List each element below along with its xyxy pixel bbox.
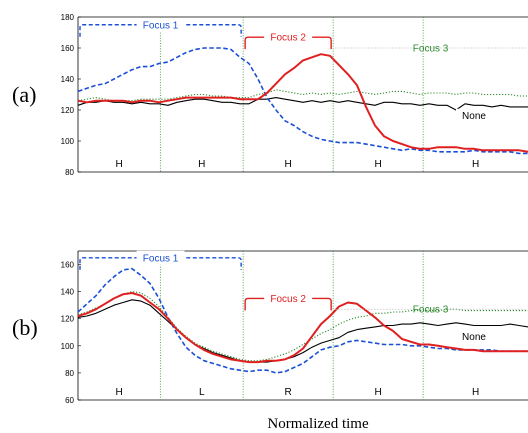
y-tick-label: 120 xyxy=(61,106,75,115)
chart-panel-b: 60 80 100 120 140 160 H L R H H Focus 1 Focus 2 Focus… xyxy=(61,250,528,405)
segment-label: H xyxy=(375,387,382,398)
y-tick-label: 80 xyxy=(65,369,74,378)
series-line-focus2 xyxy=(77,292,528,364)
series-line-none xyxy=(77,97,528,111)
x-axis-label: Normalized time xyxy=(267,416,369,432)
focus-label: Focus 1 xyxy=(143,20,179,31)
focus-label-bg xyxy=(264,30,313,45)
segment-label: R xyxy=(285,387,292,398)
y-tick-label: 160 xyxy=(61,261,75,270)
panel-label-b: (b) xyxy=(12,315,38,340)
y-tick-label: 140 xyxy=(61,288,75,297)
segment-label: L xyxy=(199,387,205,398)
series-line-focus1 xyxy=(77,47,528,155)
series-label-none: None xyxy=(462,111,486,122)
segment-label: H xyxy=(198,159,205,170)
series-label-bg xyxy=(456,330,492,344)
segment-label: H xyxy=(116,387,123,398)
chart-panel-a: 80 100 120 140 160 180 H H H H H Focus 1 Focus 2 Focu… xyxy=(61,13,528,177)
focus-label-bg xyxy=(136,250,185,265)
panel-label-a: (a) xyxy=(12,82,36,107)
y-tick-label: 100 xyxy=(61,342,75,351)
focus-label: Focus 2 xyxy=(270,294,306,305)
focus-label: Focus 3 xyxy=(413,44,449,55)
series-label-none: None xyxy=(462,332,486,343)
y-tick-label: 60 xyxy=(65,396,74,405)
series-line-none xyxy=(77,299,528,363)
y-tick-label: 140 xyxy=(61,75,75,84)
y-tick-label: 160 xyxy=(61,44,75,53)
series-line-focus2 xyxy=(77,53,528,153)
y-tick-label: 180 xyxy=(61,13,75,22)
series-line-focus3 xyxy=(77,89,528,102)
focus-label: Focus 2 xyxy=(270,33,306,44)
segment-label: H xyxy=(472,387,479,398)
y-tick-label: 120 xyxy=(61,315,75,324)
y-tick-label: 80 xyxy=(65,168,74,177)
series-label-bg xyxy=(456,108,492,122)
segment-label: H xyxy=(472,159,479,170)
segment-label: H xyxy=(285,159,292,170)
series-line-focus1 xyxy=(77,267,528,374)
focus-label-bg xyxy=(264,291,313,306)
focus-label-bg xyxy=(136,17,185,32)
segment-label: H xyxy=(375,159,382,170)
y-tick-label: 100 xyxy=(61,137,75,146)
segment-label: H xyxy=(116,159,123,170)
focus-label: Focus 3 xyxy=(413,305,449,316)
focus-label: Focus 1 xyxy=(143,253,179,264)
